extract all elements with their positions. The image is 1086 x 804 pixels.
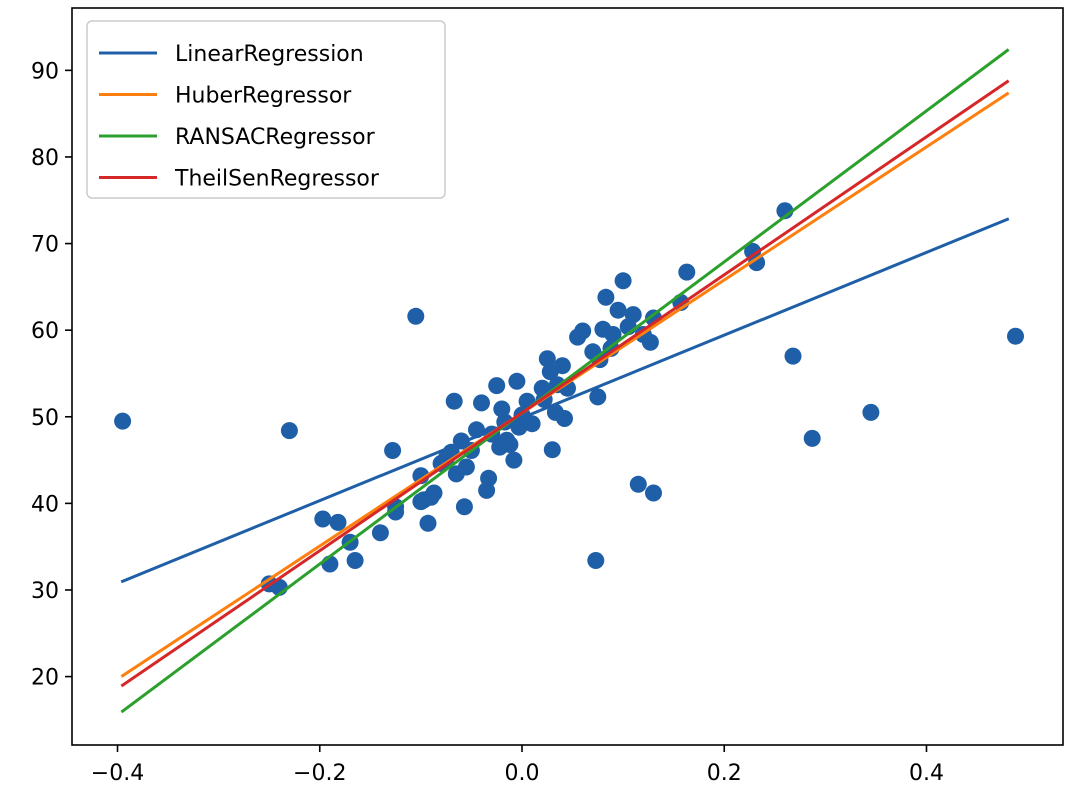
data-point [803, 429, 821, 447]
data-point [384, 442, 402, 459]
x-tick-label: 0.2 [707, 761, 742, 786]
data-point [501, 436, 519, 453]
data-point [488, 377, 506, 395]
legend: LinearRegression HuberRegressor RANSACRegr… [86, 20, 446, 199]
y-tick-label: 50 [31, 406, 59, 431]
data-point [624, 306, 642, 324]
data-point [473, 394, 490, 412]
data-point [629, 475, 647, 493]
data-point [346, 552, 364, 569]
data-point [480, 469, 498, 487]
regression-lines [120, 48, 1010, 714]
legend-label: LinearRegression [175, 42, 364, 67]
legend-label: HuberRegressor [175, 84, 352, 109]
data-point [407, 307, 425, 325]
data-point [553, 357, 571, 375]
series-line-linearregression [120, 217, 1010, 584]
data-point [445, 392, 463, 410]
data-point [641, 333, 659, 351]
y-tick-label: 60 [31, 319, 59, 344]
y-tick-label: 80 [31, 146, 59, 171]
y-axis-ticks: 20 30 40 50 60 70 80 90 [31, 59, 72, 691]
legend-label: TheilSenRegressor [174, 167, 380, 192]
x-tick-label: 0.0 [504, 761, 539, 786]
data-point [114, 412, 132, 430]
data-point [314, 510, 332, 528]
data-point [523, 415, 541, 433]
data-point [538, 350, 556, 368]
data-point [609, 301, 627, 319]
data-point [604, 326, 622, 343]
y-tick-label: 90 [31, 59, 59, 84]
data-point [505, 451, 523, 469]
data-point [614, 272, 632, 290]
data-point [457, 458, 475, 476]
data-point [645, 484, 662, 502]
legend-label: RANSACRegressor [175, 125, 376, 150]
y-tick-label: 20 [31, 666, 59, 691]
data-point [280, 422, 298, 440]
data-point [493, 400, 511, 418]
x-tick-label: 0.4 [909, 761, 944, 786]
data-point [574, 322, 592, 340]
data-point [678, 263, 696, 281]
data-point [425, 484, 443, 502]
data-point [419, 514, 437, 532]
data-point [862, 403, 880, 421]
data-point [508, 372, 526, 390]
legend-box [86, 20, 446, 199]
plot-frame [71, 7, 1064, 746]
series-line-ransacregressor [120, 48, 1010, 714]
x-tick-label: −0.2 [293, 761, 346, 786]
data-point [543, 441, 561, 459]
data-point [597, 288, 615, 306]
series-line-theilsenregressor [120, 79, 1010, 688]
data-point [371, 524, 389, 542]
data-point [589, 388, 607, 406]
x-axis-ticks: −0.4 −0.2 0.0 0.2 0.4 [91, 745, 944, 786]
y-tick-label: 70 [31, 233, 59, 258]
data-point [748, 254, 766, 272]
data-point [784, 347, 802, 365]
y-tick-label: 30 [31, 579, 59, 604]
data-point [1007, 327, 1024, 345]
y-tick-label: 40 [31, 492, 59, 517]
data-point [329, 513, 347, 531]
x-tick-label: −0.4 [91, 761, 144, 786]
data-point [455, 498, 473, 516]
data-point [587, 552, 605, 569]
data-point [556, 410, 573, 427]
